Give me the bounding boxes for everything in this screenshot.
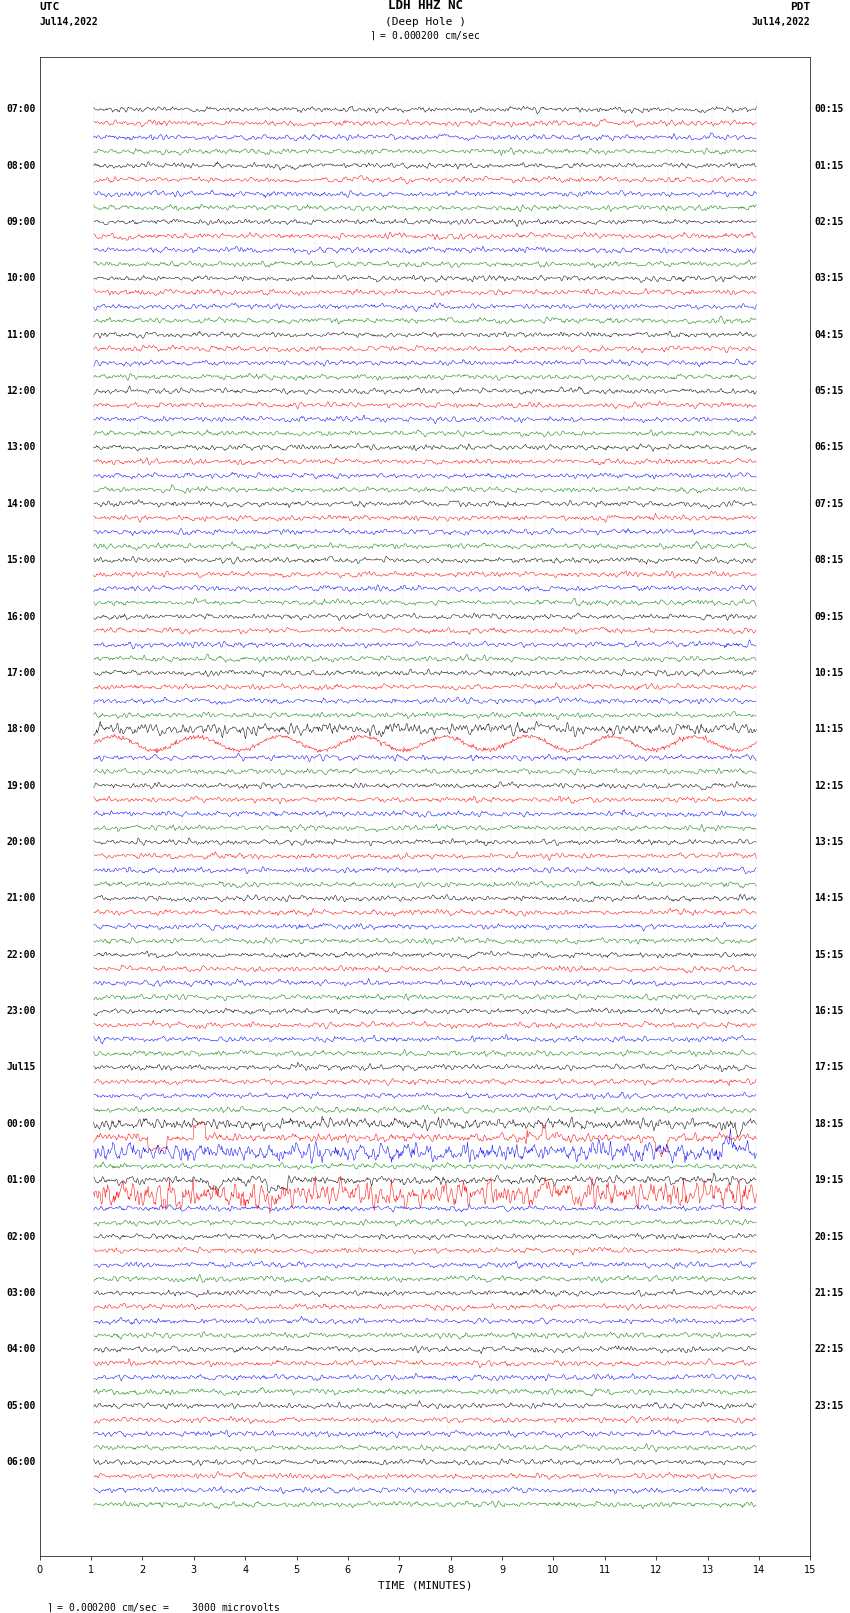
Text: 01:00: 01:00 [7,1176,36,1186]
Text: 02:00: 02:00 [7,1232,36,1242]
Text: 18:15: 18:15 [814,1119,843,1129]
Text: 11:00: 11:00 [7,329,36,340]
Text: 20:00: 20:00 [7,837,36,847]
Text: 22:15: 22:15 [814,1344,843,1355]
Text: 10:15: 10:15 [814,668,843,677]
Text: PDT: PDT [790,2,810,13]
Text: 04:00: 04:00 [7,1344,36,1355]
Text: 17:00: 17:00 [7,668,36,677]
Text: Jul15: Jul15 [7,1063,36,1073]
Text: 21:15: 21:15 [814,1287,843,1298]
Text: 22:00: 22:00 [7,950,36,960]
Text: 05:15: 05:15 [814,386,843,397]
Text: 06:00: 06:00 [7,1457,36,1468]
Text: 19:15: 19:15 [814,1176,843,1186]
Text: 23:15: 23:15 [814,1400,843,1411]
Text: LDH HHZ NC: LDH HHZ NC [388,0,462,13]
Text: 18:00: 18:00 [7,724,36,734]
Text: 23:00: 23:00 [7,1007,36,1016]
Text: 05:00: 05:00 [7,1400,36,1411]
Text: 13:15: 13:15 [814,837,843,847]
Text: $\rceil$ = 0.000200 cm/sec =    3000 microvolts: $\rceil$ = 0.000200 cm/sec = 3000 microv… [48,1602,281,1613]
Text: 14:15: 14:15 [814,894,843,903]
Text: 16:15: 16:15 [814,1007,843,1016]
Text: 16:00: 16:00 [7,611,36,621]
Text: 20:15: 20:15 [814,1232,843,1242]
Text: 11:15: 11:15 [814,724,843,734]
Text: 09:00: 09:00 [7,218,36,227]
Text: (Deep Hole ): (Deep Hole ) [384,18,466,27]
Text: 12:15: 12:15 [814,781,843,790]
Text: 07:00: 07:00 [7,105,36,115]
Text: 03:00: 03:00 [7,1287,36,1298]
Text: 14:00: 14:00 [7,498,36,508]
Text: 00:15: 00:15 [814,105,843,115]
Text: 01:15: 01:15 [814,161,843,171]
Text: 21:00: 21:00 [7,894,36,903]
Text: 19:00: 19:00 [7,781,36,790]
Text: 04:15: 04:15 [814,329,843,340]
Text: 12:00: 12:00 [7,386,36,397]
Text: 06:15: 06:15 [814,442,843,452]
Text: 15:15: 15:15 [814,950,843,960]
Text: 17:15: 17:15 [814,1063,843,1073]
Text: Jul14,2022: Jul14,2022 [751,18,810,27]
Text: UTC: UTC [40,2,60,13]
Text: 08:00: 08:00 [7,161,36,171]
Text: Jul14,2022: Jul14,2022 [40,18,99,27]
Text: 09:15: 09:15 [814,611,843,621]
Text: 00:00: 00:00 [7,1119,36,1129]
Text: 07:15: 07:15 [814,498,843,508]
Text: 10:00: 10:00 [7,273,36,284]
Text: 15:00: 15:00 [7,555,36,565]
Text: 08:15: 08:15 [814,555,843,565]
Text: 13:00: 13:00 [7,442,36,452]
Text: 03:15: 03:15 [814,273,843,284]
Text: $\rceil$ = 0.000200 cm/sec: $\rceil$ = 0.000200 cm/sec [370,29,480,42]
Text: 02:15: 02:15 [814,218,843,227]
X-axis label: TIME (MINUTES): TIME (MINUTES) [377,1581,473,1590]
